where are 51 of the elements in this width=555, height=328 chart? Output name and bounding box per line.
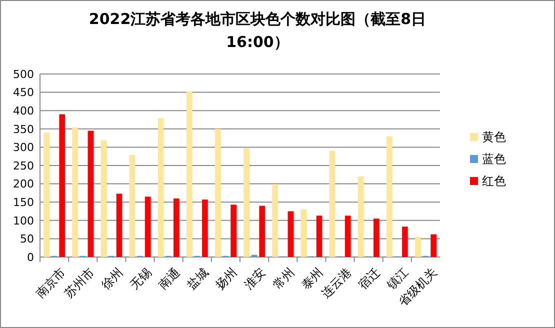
x-tick-label: 无锡: [127, 265, 154, 292]
y-tick-label: 450: [13, 86, 34, 100]
bar: [100, 140, 107, 257]
bar: [316, 216, 322, 257]
bar: [116, 194, 122, 257]
bar: [72, 127, 78, 257]
y-tick-label: 300: [13, 141, 34, 154]
bar: [202, 200, 208, 257]
bar: [386, 136, 392, 257]
bar: [230, 204, 236, 257]
bar: [173, 198, 180, 257]
bar: [144, 196, 151, 257]
y-tick-label: 0: [27, 250, 34, 264]
bar: [215, 128, 221, 257]
bar: [344, 216, 351, 257]
y-tick-label: 500: [13, 68, 34, 81]
bar: [158, 118, 164, 257]
bar: [259, 206, 265, 257]
bar: [415, 236, 421, 257]
bar: [373, 218, 380, 257]
x-tick-label: 徐州: [98, 265, 126, 292]
bar: [129, 154, 136, 257]
y-tick-label: 400: [13, 104, 34, 118]
bar: [244, 148, 250, 257]
y-tick-label: 150: [13, 196, 34, 209]
x-tick-label: 常州: [270, 265, 297, 292]
legend-label: 黄色: [482, 130, 506, 144]
legend-label: 红色: [482, 174, 506, 188]
bar: [44, 132, 50, 257]
x-tick-label: 南通: [156, 265, 183, 292]
bar: [59, 114, 65, 257]
x-tick-label: 盐城: [184, 265, 212, 292]
bar: [186, 92, 192, 257]
bar: [288, 211, 294, 257]
bar: [430, 234, 436, 257]
x-tick-label: 宿迁: [356, 265, 383, 292]
y-tick-label: 350: [13, 122, 34, 136]
y-tick-label: 50: [20, 232, 34, 246]
y-tick-label: 250: [13, 159, 34, 172]
bar: [402, 226, 408, 257]
bar: [88, 130, 94, 257]
bar: [300, 209, 307, 257]
legend-label: 蓝色: [482, 152, 506, 166]
chart-title: 2022江苏省考各地市区块色个数对比图（截至8日16:00）: [88, 10, 426, 51]
y-tick-label: 100: [13, 214, 34, 228]
bar: [272, 184, 278, 257]
x-tick-label: 淮安: [241, 265, 268, 292]
y-tick-label: 200: [13, 178, 34, 191]
x-tick-label: 扬州: [212, 265, 240, 292]
bar: [358, 176, 364, 257]
bar: [329, 150, 336, 257]
